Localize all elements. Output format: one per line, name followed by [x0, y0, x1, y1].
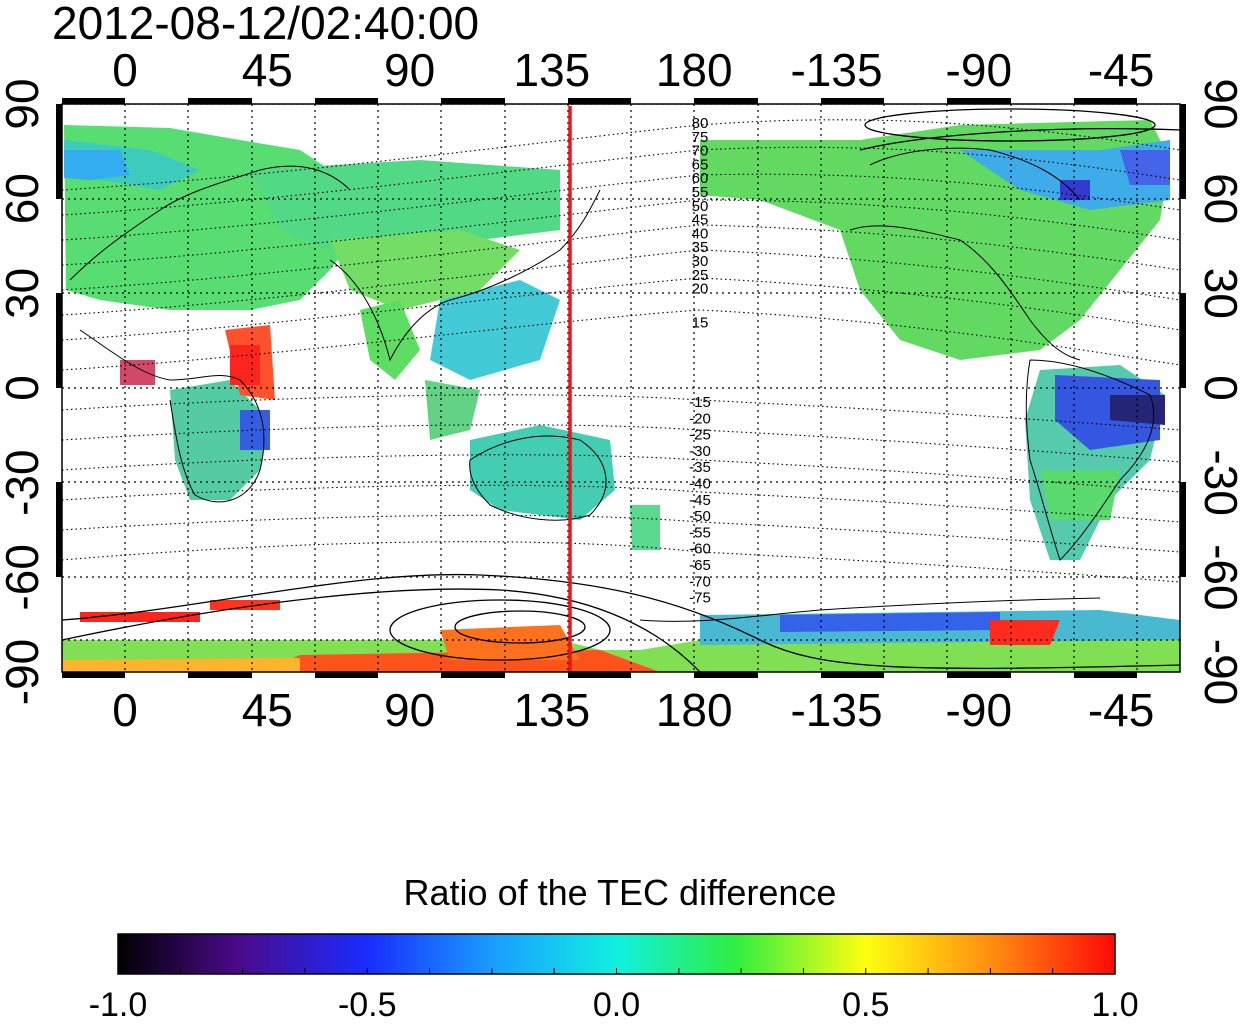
latitude-tick-label: -90	[1195, 639, 1240, 705]
colorbar-ticks: -1.0 -0.5 0.0 0.5 1.0	[89, 968, 1139, 1024]
longitude-tick-label: 135	[514, 44, 591, 96]
longitude-tick-label: -45	[1088, 44, 1154, 96]
map-edge-ticks	[56, 98, 1186, 678]
contour-label: -30	[689, 443, 711, 460]
contour-label: -25	[689, 427, 711, 444]
longitude-tick-label: -90	[946, 44, 1012, 96]
longitude-tick-label: 90	[384, 44, 435, 96]
auroral-contours	[62, 108, 1180, 672]
contour-label: 20	[692, 281, 709, 298]
colorbar-tick-label: 0.5	[842, 986, 889, 1024]
contour-label: -15	[689, 394, 711, 411]
latitude-tick-label: 60	[1195, 173, 1240, 224]
longitude-labels-bottom: 0 45 90 135 180 -135 -90 -45	[112, 684, 1154, 736]
longitude-tick-label: 90	[384, 684, 435, 736]
contour-label: -75	[689, 590, 711, 607]
contour-label: 75	[692, 129, 709, 146]
contour-labels-south: -15-20-25-30-35-40-45-50-55-60-65-70-75	[689, 394, 711, 607]
latitude-tick-label: -60	[1195, 544, 1240, 610]
latitude-tick-label: -30	[1195, 449, 1240, 515]
colorbar-tick-label: 0.0	[593, 986, 640, 1024]
contour-label: 35	[692, 239, 709, 256]
map-timestamp: 2012-08-12/02:40:00	[52, 0, 480, 49]
contour-label: -35	[689, 459, 711, 476]
colorbar-tick-label: 1.0	[1091, 986, 1138, 1024]
latitude-labels-left: 90 60 30 0 -30 -60 -90	[0, 78, 48, 705]
contour-label: 25	[692, 267, 709, 284]
contour-label: -20	[689, 410, 711, 427]
longitude-tick-label: 180	[656, 44, 733, 96]
longitude-tick-label: 0	[112, 44, 138, 96]
contour-label: -50	[689, 508, 711, 525]
latitude-tick-label: 30	[1195, 268, 1240, 319]
contour-label: 70	[692, 143, 709, 160]
latitude-tick-label: -90	[0, 639, 48, 705]
longitude-labels-top: 0 45 90 135 180 -135 -90 -45	[112, 44, 1154, 96]
longitude-tick-label: -135	[790, 684, 882, 736]
longitude-tick-label: -45	[1088, 684, 1154, 736]
contour-label: 50	[692, 198, 709, 215]
latitude-tick-label: 0	[1195, 375, 1240, 401]
contour-label: 30	[692, 253, 709, 270]
contour-label: 55	[692, 184, 709, 201]
contour-label: -45	[689, 492, 711, 509]
longitude-tick-label: 45	[242, 684, 293, 736]
contour-label: -70	[689, 573, 711, 590]
latitude-tick-label: -30	[0, 449, 48, 515]
contour-label: -60	[689, 541, 711, 558]
latitude-tick-label: 30	[0, 268, 48, 319]
contour-label: -65	[689, 557, 711, 574]
longitude-tick-label: 180	[656, 684, 733, 736]
longitude-tick-label: -90	[946, 684, 1012, 736]
colorbar-tick-label: -1.0	[89, 986, 148, 1024]
latitude-tick-label: 90	[1195, 78, 1240, 129]
colorbar-tick-label: -0.5	[338, 986, 397, 1024]
contour-label: 60	[692, 170, 709, 187]
longitude-tick-label: 45	[242, 44, 293, 96]
contour-label: 15	[692, 314, 709, 331]
coastlines	[69, 147, 1155, 622]
contour-label: 45	[692, 212, 709, 229]
latitude-tick-label: -60	[0, 544, 48, 610]
contour-label: 40	[692, 225, 709, 242]
latitude-tick-label: 0	[0, 375, 48, 401]
latitude-labels-right: 90 60 30 0 -30 -60 -90	[1195, 78, 1240, 705]
longitude-tick-label: 135	[514, 684, 591, 736]
longitude-tick-label: 0	[112, 684, 138, 736]
contour-label: 80	[692, 115, 709, 132]
graticule	[62, 104, 1180, 672]
latitude-tick-label: 60	[0, 173, 48, 224]
colorbar-title: Ratio of the TEC difference	[403, 872, 837, 913]
contour-label: -55	[689, 524, 711, 541]
contour-label: -40	[689, 476, 711, 493]
latitude-tick-label: 90	[0, 78, 48, 129]
longitude-tick-label: -135	[790, 44, 882, 96]
colorbar	[117, 933, 1116, 975]
contour-label: 65	[692, 156, 709, 173]
